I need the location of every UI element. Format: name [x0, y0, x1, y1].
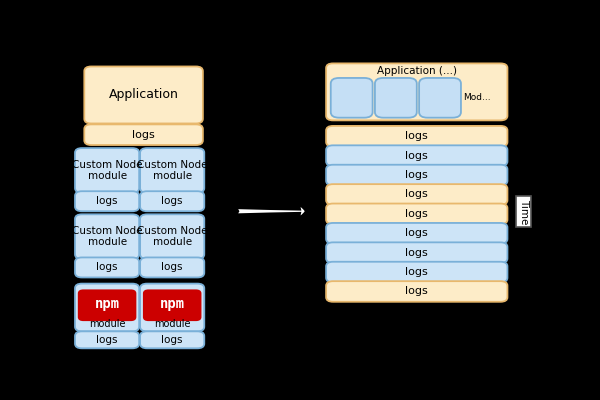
FancyBboxPatch shape [326, 145, 508, 166]
Text: logs: logs [406, 248, 428, 258]
Text: logs: logs [161, 196, 183, 206]
Text: Application: Application [109, 88, 179, 102]
FancyBboxPatch shape [75, 191, 139, 211]
Text: logs: logs [406, 131, 428, 141]
FancyBboxPatch shape [326, 165, 508, 185]
FancyBboxPatch shape [326, 126, 508, 146]
Text: logs: logs [132, 130, 155, 140]
FancyBboxPatch shape [75, 284, 139, 331]
Text: Custom Node
module: Custom Node module [72, 226, 142, 248]
FancyBboxPatch shape [326, 242, 508, 263]
FancyBboxPatch shape [144, 290, 200, 320]
FancyBboxPatch shape [326, 223, 508, 244]
Text: logs: logs [406, 151, 428, 161]
FancyBboxPatch shape [84, 124, 203, 145]
FancyBboxPatch shape [140, 331, 204, 348]
FancyBboxPatch shape [140, 258, 204, 278]
Text: logs: logs [97, 196, 118, 206]
Text: logs: logs [97, 262, 118, 272]
FancyBboxPatch shape [331, 78, 373, 118]
Text: Custom Node
module: Custom Node module [72, 160, 142, 181]
Text: logs: logs [406, 228, 428, 238]
Text: module: module [154, 320, 190, 330]
FancyBboxPatch shape [79, 290, 136, 320]
FancyBboxPatch shape [140, 148, 204, 193]
FancyBboxPatch shape [75, 214, 139, 259]
FancyBboxPatch shape [326, 262, 508, 282]
Text: Custom Node
module: Custom Node module [137, 226, 208, 248]
FancyBboxPatch shape [140, 214, 204, 259]
FancyBboxPatch shape [75, 258, 139, 278]
FancyBboxPatch shape [84, 66, 203, 124]
Text: Mod...: Mod... [463, 93, 491, 102]
FancyBboxPatch shape [140, 191, 204, 211]
Text: logs: logs [406, 267, 428, 277]
FancyBboxPatch shape [326, 204, 508, 224]
FancyBboxPatch shape [75, 148, 139, 193]
FancyBboxPatch shape [140, 284, 204, 331]
Text: Application (...): Application (...) [377, 66, 457, 76]
Text: npm: npm [160, 297, 185, 311]
Text: logs: logs [406, 170, 428, 180]
Text: npm: npm [95, 297, 119, 311]
Text: module: module [89, 320, 125, 330]
Text: logs: logs [406, 286, 428, 296]
Text: logs: logs [161, 262, 183, 272]
Text: logs: logs [406, 190, 428, 200]
Text: logs: logs [97, 335, 118, 345]
Text: logs: logs [161, 335, 183, 345]
FancyBboxPatch shape [326, 281, 508, 302]
Text: logs: logs [406, 209, 428, 219]
FancyBboxPatch shape [326, 184, 508, 205]
Text: Time: Time [519, 198, 529, 224]
FancyBboxPatch shape [375, 78, 417, 118]
FancyBboxPatch shape [326, 64, 508, 120]
Text: Custom Node
module: Custom Node module [137, 160, 208, 181]
FancyBboxPatch shape [75, 331, 139, 348]
FancyBboxPatch shape [419, 78, 461, 118]
